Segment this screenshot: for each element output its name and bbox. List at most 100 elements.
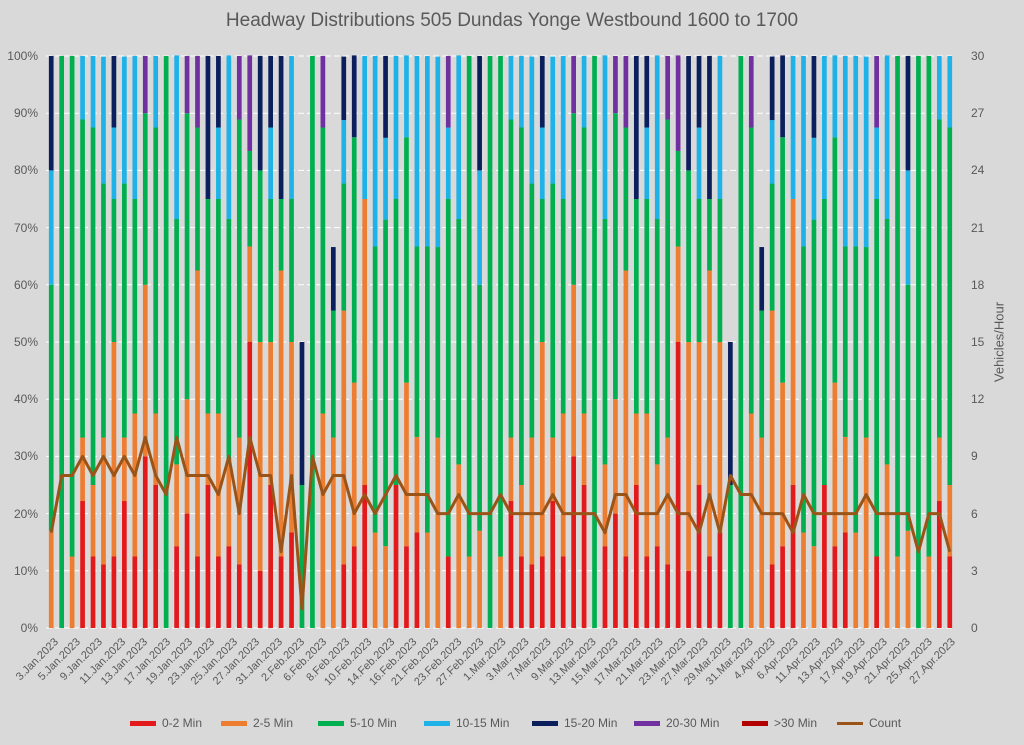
bar-segment-10-15-min — [508, 56, 514, 120]
bar-segment-2-5-min — [623, 270, 629, 557]
bar-segment-0-2-min — [184, 513, 190, 628]
bar-segment-15-20-min — [216, 56, 221, 128]
bar-segment-10-15-min — [539, 127, 545, 199]
bar-segment-0-2-min — [122, 501, 127, 628]
bar-segment-2-5-min — [351, 382, 357, 547]
bar-segment-0-2-min — [581, 485, 587, 628]
bar-segment-5-10-min — [90, 127, 96, 485]
bar-segment-5-10-min — [508, 119, 514, 438]
bar-segment-2-5-min — [801, 532, 806, 628]
bar-segment-15-20-min — [769, 56, 775, 121]
bar-segment-5-10-min — [759, 310, 765, 438]
bar-segment-10-15-min — [936, 56, 942, 120]
bar-segment-5-10-min — [445, 199, 451, 557]
bar-segment-5-10-min — [780, 137, 785, 383]
bar-segment-2-5-min — [236, 437, 242, 565]
bar-segment-2-5-min — [372, 532, 378, 628]
y-tick-label: 0% — [20, 621, 38, 635]
bar-segment-0-2-min — [414, 532, 420, 628]
bar-segment-5-10-min — [633, 199, 639, 414]
legend-item: >30 Min — [742, 716, 817, 730]
legend-label: 10-15 Min — [456, 716, 510, 730]
bar-segment-5-10-min — [153, 127, 159, 414]
bar-segment-0-2-min — [404, 546, 409, 628]
bar-segment-2-5-min — [519, 485, 524, 557]
bar-segment-10-15-min — [550, 56, 556, 184]
bar-segment-15-20-min — [728, 342, 733, 485]
bar-segment-2-5-min — [508, 437, 514, 502]
legend-item: 15-20 Min — [532, 716, 617, 730]
bar-segment-20-30-min — [195, 56, 200, 128]
bar-segment-5-10-min — [550, 183, 556, 438]
bar-segment-2-5-min — [341, 310, 347, 565]
bar-segment-0-2-min — [686, 570, 691, 628]
bar-segment-0-2-min — [550, 501, 556, 628]
bar-segment-2-5-min — [111, 342, 117, 557]
bar-segment-10-15-min — [122, 56, 127, 184]
bar-segment-15-20-min — [205, 56, 211, 199]
bar-segment-5-10-min — [936, 119, 942, 438]
bar-segment-10-15-min — [769, 120, 775, 184]
bar-segment-2-5-min — [602, 464, 608, 547]
bar-segment-15-20-min — [111, 56, 117, 128]
bar-segment-2-5-min — [226, 464, 232, 547]
bar-segment-2-5-min — [926, 556, 932, 628]
bar-segment-0-2-min — [790, 485, 796, 628]
bar-segment-0-2-min — [539, 556, 545, 628]
bar-segment-2-5-min — [247, 246, 253, 342]
bar-segment-5-10-min — [822, 199, 827, 485]
bar-segment-10-15-min — [445, 127, 451, 199]
bar-segment-5-10-min — [310, 56, 315, 628]
bar-segment-0-2-min — [780, 546, 785, 628]
bar-segment-2-5-min — [571, 284, 576, 457]
bar-segment-0-2-min — [111, 556, 117, 628]
bar-segment-5-10-min — [383, 219, 388, 547]
bar-segment-10-15-min — [80, 56, 85, 120]
bar-segment-5-10-min — [236, 119, 242, 438]
bar-segment-2-5-min — [404, 382, 409, 547]
bar-segment-0-2-min — [874, 556, 879, 628]
y-tick-label: 100% — [7, 49, 38, 63]
bar-segment-10-15-min — [696, 127, 702, 199]
bar-segment-20-30-min — [445, 56, 451, 128]
bar-segment-0-2-min — [519, 556, 524, 628]
bar-segment-2-5-min — [539, 342, 545, 557]
bar-segment-2-5-min — [132, 413, 138, 557]
bar-segment-5-10-min — [916, 56, 921, 628]
bar-segment-10-15-min — [268, 127, 273, 199]
bar-segment-5-10-min — [487, 56, 493, 628]
bar-segment-10-15-min — [519, 56, 524, 128]
bar-segment-5-10-min — [372, 246, 378, 533]
bar-segment-20-30-min — [748, 56, 754, 128]
legend: 0-2 Min 2-5 Min 5-10 Min 10-15 Min 15-20 Min… — [0, 716, 1024, 734]
bar-segment-2-5-min — [905, 530, 911, 628]
bar-segment-10-15-min — [341, 120, 347, 184]
bar-segment-15-20-min — [696, 56, 702, 128]
legend-label: 15-20 Min — [564, 716, 618, 730]
legend-swatch — [634, 721, 660, 727]
bar-segment-2-5-min — [842, 436, 848, 533]
bar-segment-0-2-min — [257, 570, 263, 628]
bar-segment-0-2-min — [362, 485, 368, 628]
bar-segment-0-2-min — [644, 556, 650, 628]
bar-segment-5-10-min — [174, 219, 179, 465]
bar-segment-5-10-min — [696, 199, 702, 342]
bar-segment-2-5-min — [142, 284, 148, 457]
y-tick-label: 40% — [13, 392, 38, 407]
legend-swatch — [424, 721, 450, 727]
bar-segment-5-10-min — [163, 56, 169, 628]
bar-segment-2-5-min — [717, 342, 723, 533]
y2-tick-label: 27 — [971, 106, 985, 121]
bar-segment-5-10-min — [602, 219, 608, 465]
bar-segment-5-10-min — [926, 56, 932, 557]
y2-tick-label: 12 — [971, 392, 985, 407]
bar-segment-2-5-min — [790, 199, 796, 485]
bar-segment-10-15-min — [811, 137, 817, 220]
bar-segment-5-10-min — [644, 199, 650, 414]
bar-segment-5-10-min — [184, 113, 190, 400]
bar-segment-5-10-min — [132, 199, 138, 414]
bar-segment-5-10-min — [278, 199, 284, 271]
bar-segment-2-5-min — [581, 413, 587, 485]
bar-segment-10-15-min — [174, 55, 179, 220]
bar-segment-10-15-min — [822, 56, 827, 199]
